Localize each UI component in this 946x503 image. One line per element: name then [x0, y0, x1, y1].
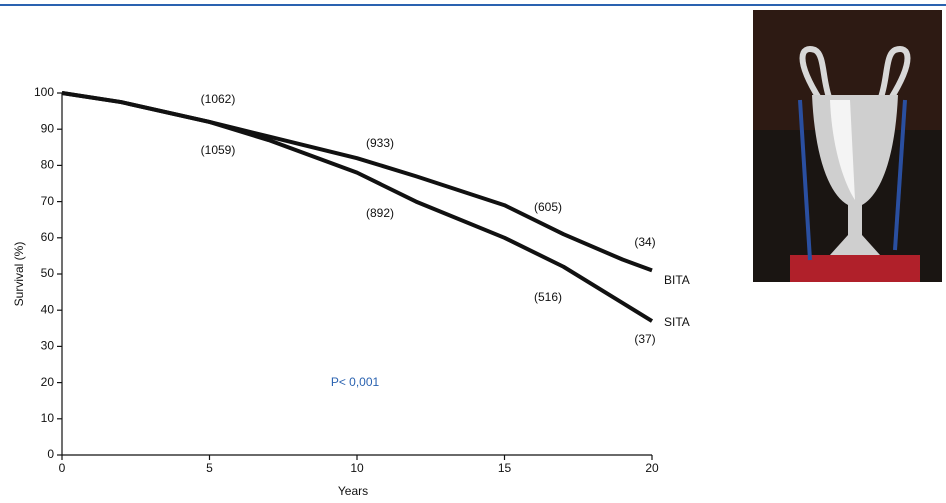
- x-tick-label: 10: [350, 461, 364, 475]
- series-label: SITA: [664, 315, 690, 329]
- x-tick-label: 5: [206, 461, 213, 475]
- y-tick-label: 40: [41, 302, 55, 316]
- at-risk-count: (1059): [201, 143, 236, 157]
- y-axis-label: Survival (%): [12, 242, 26, 307]
- series-label: BITA: [664, 273, 690, 287]
- y-tick-label: 20: [41, 375, 55, 389]
- x-axis-label: Years: [338, 484, 368, 498]
- survival-curve: [61, 91, 654, 323]
- y-tick-label: 30: [41, 339, 55, 353]
- at-risk-count: (1062): [201, 92, 236, 106]
- p-value: P< 0,001: [331, 375, 380, 389]
- y-tick-label: 90: [41, 121, 55, 135]
- x-tick-label: 20: [645, 461, 659, 475]
- at-risk-count: (516): [534, 290, 562, 304]
- at-risk-count: (892): [366, 206, 394, 220]
- y-tick-label: 0: [47, 447, 54, 461]
- at-risk-count: (37): [634, 332, 655, 346]
- at-risk-count: (605): [534, 200, 562, 214]
- at-risk-count: (34): [634, 235, 655, 249]
- y-tick-label: 70: [41, 194, 55, 208]
- y-tick-label: 50: [41, 266, 55, 280]
- y-tick-label: 100: [34, 85, 54, 99]
- x-tick-label: 0: [59, 461, 66, 475]
- y-tick-label: 80: [41, 158, 55, 172]
- y-tick-label: 60: [41, 230, 55, 244]
- x-tick-label: 15: [498, 461, 512, 475]
- y-tick-label: 10: [41, 411, 55, 425]
- trophy-photo: [753, 10, 942, 282]
- at-risk-count: (933): [366, 136, 394, 150]
- survival-curve: [61, 91, 653, 273]
